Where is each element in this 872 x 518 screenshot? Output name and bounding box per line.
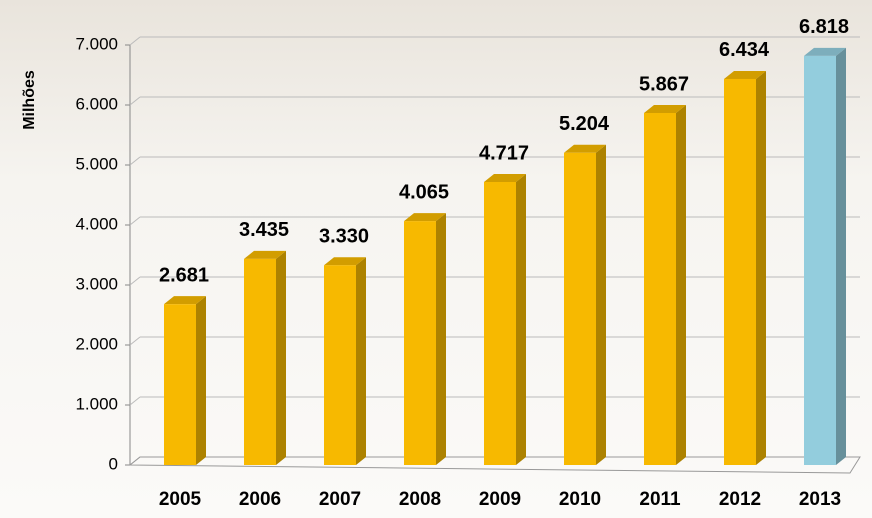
bar-top [244, 250, 286, 259]
x-tick-label: 2013 [799, 489, 841, 510]
bar [324, 265, 356, 465]
bar-top [324, 257, 366, 266]
y-tick-label: 0 [109, 454, 118, 473]
x-tick-label: 2006 [239, 489, 281, 510]
bar [484, 181, 516, 466]
bar-side [276, 250, 286, 465]
bar [564, 152, 596, 465]
bar-side [596, 144, 606, 465]
x-tick-label: 2005 [159, 489, 202, 510]
x-tick-label: 2011 [639, 489, 681, 510]
bar-top [164, 296, 206, 305]
bar-side [756, 70, 766, 466]
grid-line [129, 396, 141, 406]
value-label: 6.434 [719, 39, 770, 61]
bar-side [196, 296, 206, 465]
grid-line [129, 276, 141, 286]
x-tick-label: 2012 [719, 489, 761, 510]
value-label: 4.065 [399, 181, 449, 203]
bar-side [836, 47, 846, 466]
grid-line [129, 336, 141, 346]
bar-top [804, 47, 846, 56]
value-label: 5.204 [559, 113, 610, 135]
y-tick-label: 6.000 [75, 94, 118, 113]
bar [164, 304, 196, 465]
value-label: 3.435 [239, 219, 289, 241]
grid-line [129, 96, 141, 106]
x-tick-label: 2010 [559, 489, 601, 510]
bar [644, 112, 676, 465]
bar-side [516, 173, 526, 466]
bar-top [644, 104, 686, 113]
grid-line [129, 36, 141, 46]
value-label: 5.867 [639, 73, 689, 95]
value-label: 6.818 [799, 16, 849, 38]
bar-top [564, 144, 606, 153]
y-tick-label: 3.000 [75, 274, 118, 293]
value-label: 2.681 [159, 264, 209, 286]
x-tick-label: 2007 [319, 489, 361, 510]
value-label: 4.717 [479, 142, 529, 164]
bar-side [676, 104, 686, 465]
y-tick-label: 2.000 [75, 334, 118, 353]
bar-top [484, 173, 526, 182]
bar-side [356, 257, 366, 465]
grid-line [129, 156, 141, 166]
y-tick-label: 7.000 [75, 34, 118, 53]
bar [404, 221, 436, 465]
y-tick-label: 4.000 [75, 214, 118, 233]
bar-top [404, 213, 446, 222]
y-tick-label: 5.000 [75, 154, 118, 173]
x-tick-label: 2008 [399, 489, 441, 510]
bar [244, 258, 276, 465]
bar-top [724, 70, 766, 79]
value-label: 3.330 [319, 225, 369, 247]
bar [804, 55, 836, 466]
floor [129, 456, 861, 474]
y-tick-label: 1.000 [75, 394, 118, 413]
x-tick-label: 2009 [479, 489, 521, 510]
bar [724, 78, 756, 466]
grid-line [129, 216, 141, 226]
bar-side [436, 213, 446, 465]
y-axis-label: Milhões [21, 70, 38, 130]
